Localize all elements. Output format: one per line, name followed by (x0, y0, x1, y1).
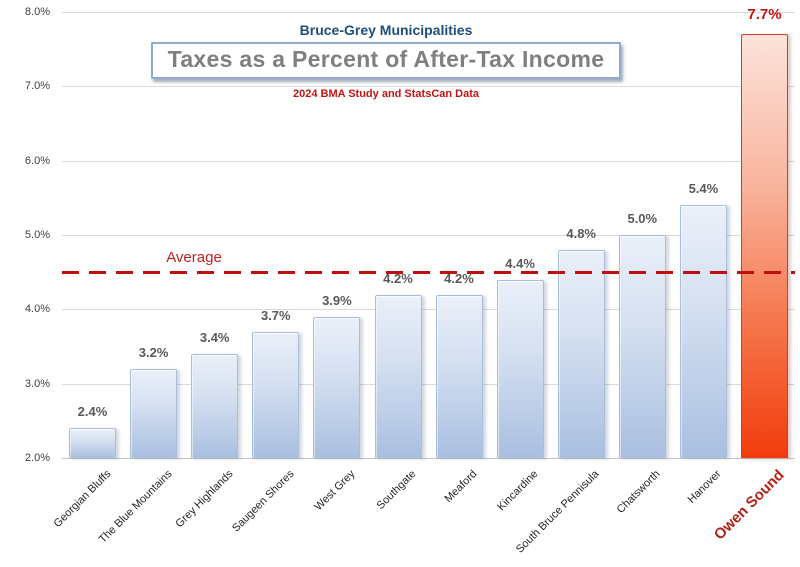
bar-value-label: 7.7% (747, 6, 782, 24)
bar-value-label: 5.0% (627, 211, 658, 226)
gridline-5.0% (62, 235, 795, 236)
y-tick-label: 8.0% (24, 6, 50, 18)
gridline-7.0% (62, 86, 795, 88)
titles-block: Bruce-Grey Municipalities Taxes as a Per… (0, 22, 772, 100)
bar-grey-highlands (191, 353, 239, 458)
bar-chatsworth (618, 235, 666, 458)
bar-value-label: 4.4% (505, 255, 535, 271)
bar-hanover (679, 205, 727, 458)
bar-value-label: 5.4% (688, 181, 719, 197)
average-line (62, 271, 795, 275)
bar-value-label: 3.2% (138, 344, 169, 360)
context-title: Bruce-Grey Municipalities (299, 22, 473, 38)
bar-meaford (435, 294, 483, 458)
chart-subtitle: 2024 BMA Study and StatsCan Data (292, 88, 480, 100)
bar-value-label: 4.2% (383, 270, 413, 286)
bar-west-grey (313, 316, 361, 458)
y-tick-label: 2.0% (24, 452, 50, 464)
bar-the-blue-mountains (130, 368, 178, 458)
main-title-row: Taxes as a Percent of After-Tax Income (0, 42, 772, 79)
bar-value-label: 4.8% (566, 225, 596, 241)
y-tick-label: 4.0% (24, 303, 50, 316)
bar-southgate (374, 294, 422, 458)
gridline-6.0% (62, 160, 795, 162)
y-tick-label: 3.0% (24, 377, 50, 390)
bar-south-bruce-pennisula (557, 249, 605, 458)
gridline-4.0% (62, 309, 795, 311)
average-label: Average (166, 249, 222, 266)
y-tick-label: 6.0% (24, 154, 50, 167)
gridline-8.0% (62, 12, 795, 13)
bar-value-label: 3.4% (199, 329, 230, 345)
bar-georgian-bluffs (69, 428, 116, 458)
y-tick-label: 5.0% (24, 229, 50, 241)
bar-value-label: 4.2% (444, 270, 474, 286)
gridline-3.0% (62, 383, 795, 385)
bar-owen-sound (741, 34, 788, 458)
main-title: Taxes as a Percent of After-Tax Income (150, 42, 622, 79)
bar-value-label: 3.9% (322, 292, 352, 308)
bar-kincardine (496, 279, 544, 458)
bar-value-label: 3.7% (260, 307, 291, 323)
gridline-2.0% (62, 458, 795, 459)
bar-value-label: 2.4% (77, 404, 108, 420)
bar-saugeen-shores (252, 331, 300, 458)
y-tick-label: 7.0% (24, 80, 50, 93)
